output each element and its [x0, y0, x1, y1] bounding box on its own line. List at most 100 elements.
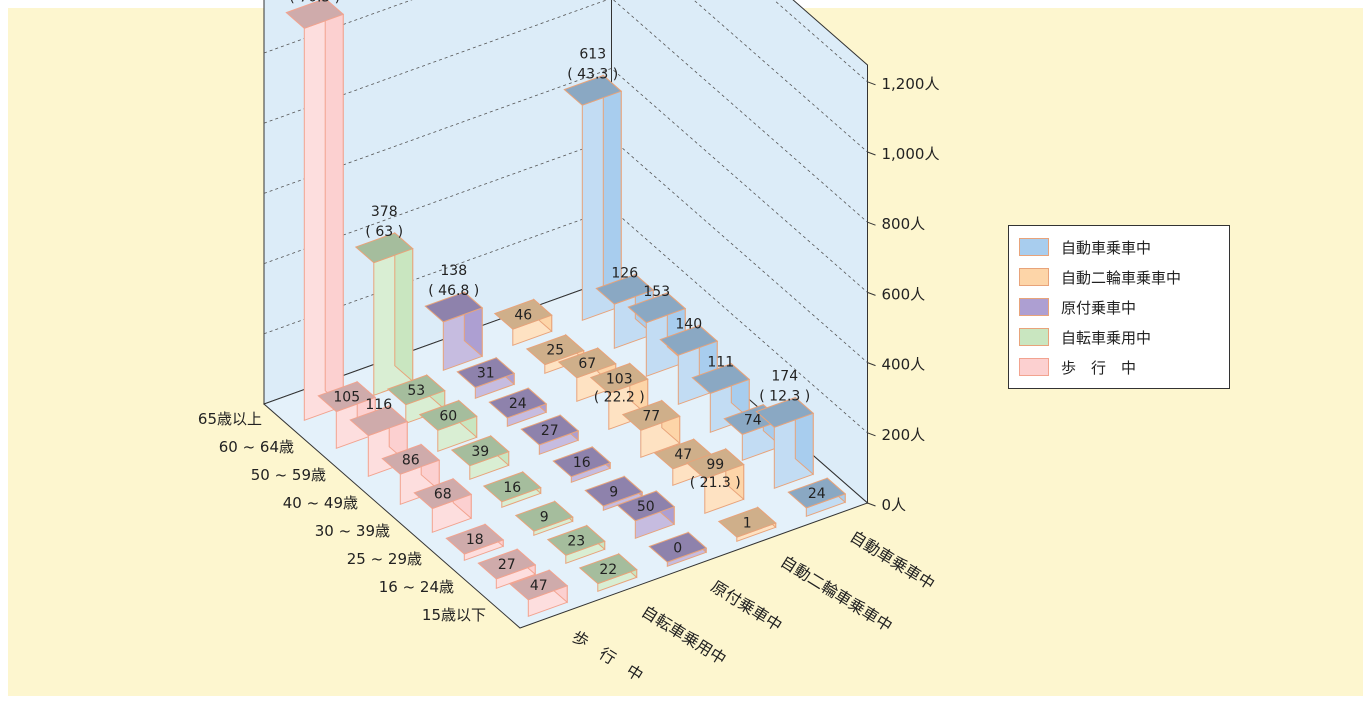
legend-swatch — [1019, 298, 1049, 316]
data-label: 9 — [609, 484, 618, 500]
z-tick — [867, 291, 876, 296]
bar — [616, 489, 676, 540]
data-label: 77 — [642, 408, 660, 424]
z-tick — [867, 432, 876, 437]
mode-axis-tick-label: 原付乗車中 — [708, 577, 786, 636]
mode-axis-tick-label: 自動二輪車乗車中 — [777, 552, 896, 636]
bar — [386, 374, 446, 425]
bar-top — [525, 334, 585, 366]
data-label: 46 — [514, 307, 532, 323]
age-axis-tick-label: 40 ~ 49歳 — [283, 494, 358, 512]
data-label: 24 — [808, 486, 826, 502]
data-label: 138 — [440, 263, 467, 279]
data-label: 47 — [530, 578, 548, 594]
percent-label: ( 12.3 ) — [759, 388, 810, 404]
z-axis-tick-label: 400人 — [882, 356, 926, 374]
bar-top — [584, 475, 644, 507]
gridline — [773, 0, 868, 83]
bar-top — [317, 381, 377, 413]
bar — [354, 231, 414, 397]
bar-top — [477, 548, 537, 580]
legend-label: 自動車乗車中 — [1061, 238, 1152, 257]
bar — [648, 531, 708, 568]
bar — [450, 434, 510, 481]
data-label: 23 — [567, 533, 585, 549]
data-label: 31 — [477, 366, 495, 382]
gridline — [263, 0, 868, 153]
data-label: 9 — [540, 509, 549, 525]
z-tick — [867, 502, 876, 507]
data-label: 378 — [371, 204, 398, 220]
bar-face — [394, 231, 414, 383]
bar-top — [450, 435, 510, 467]
bar — [445, 523, 505, 562]
bar — [424, 291, 484, 372]
legend-label: 自転車乗用中 — [1061, 328, 1152, 347]
age-axis-tick-label: 30 ~ 39歳 — [315, 522, 390, 540]
bar-top — [386, 374, 446, 406]
data-label: 116 — [365, 397, 392, 413]
age-axis-tick-label: 15歳以下 — [422, 606, 486, 624]
data-label: 174 — [771, 368, 798, 384]
z-axis-tick-label: 600人 — [882, 285, 926, 303]
bar-top — [413, 478, 473, 510]
data-label: 47 — [674, 447, 692, 463]
percent-label: ( 70.5 ) — [289, 0, 340, 5]
data-label: 27 — [498, 557, 516, 573]
data-label: 99 — [706, 457, 724, 473]
bar — [285, 0, 345, 422]
data-label: 105 — [333, 390, 360, 406]
legend-item: 自転車乗用中 — [1019, 322, 1219, 352]
bar-top — [349, 405, 409, 437]
bar — [520, 414, 580, 456]
bar-top — [755, 397, 815, 428]
gridline — [263, 208, 868, 434]
z-axis-tick-label: 0人 — [882, 496, 907, 514]
bar-top — [595, 273, 655, 305]
bar-top — [514, 500, 574, 532]
bar — [418, 399, 478, 453]
bar — [488, 387, 548, 428]
bar-top — [616, 490, 676, 522]
bar — [482, 470, 542, 509]
bar-top — [546, 525, 606, 556]
legend-swatch — [1019, 358, 1049, 376]
gridline — [263, 67, 868, 293]
bar-top — [381, 443, 441, 475]
bar — [787, 477, 847, 518]
z-tick — [867, 221, 876, 226]
age-axis-tick-label: 16 ~ 24歳 — [379, 578, 454, 596]
age-axis-tick-label: 50 ~ 59歳 — [251, 466, 326, 484]
bar-top — [685, 448, 745, 480]
bar-top — [456, 357, 516, 389]
bar-top — [627, 292, 687, 324]
bar-top — [621, 400, 681, 431]
mode-axis-tick-label: 歩 行 中 — [569, 627, 647, 686]
bar — [755, 396, 815, 490]
gridline — [263, 138, 868, 363]
data-label: 1 — [743, 515, 752, 531]
legend-item: 歩 行 中 — [1019, 352, 1219, 382]
bar — [578, 552, 638, 593]
bar-top — [424, 291, 484, 323]
bar-top — [509, 569, 569, 601]
data-label: 27 — [541, 423, 559, 439]
legend-label: 自動二輪車乗車中 — [1061, 268, 1182, 287]
bar-top — [482, 471, 542, 503]
bar — [717, 506, 777, 543]
legend-swatch — [1019, 238, 1049, 256]
bar — [514, 500, 574, 537]
bar-top — [563, 74, 623, 106]
z-axis-tick-label: 200人 — [882, 426, 926, 444]
data-label: 16 — [573, 455, 591, 471]
bar — [413, 477, 473, 534]
bar-top — [493, 298, 553, 330]
bar — [493, 298, 553, 347]
age-axis-tick-label: 65歳以上 — [198, 410, 262, 428]
bar-top — [589, 362, 649, 394]
legend: 自動車乗車中 自動二輪車乗車中 原付乗車中 自転車乗用中 歩 行 中 — [1008, 225, 1230, 389]
data-label: 126 — [611, 265, 638, 281]
z-tick — [867, 81, 876, 86]
